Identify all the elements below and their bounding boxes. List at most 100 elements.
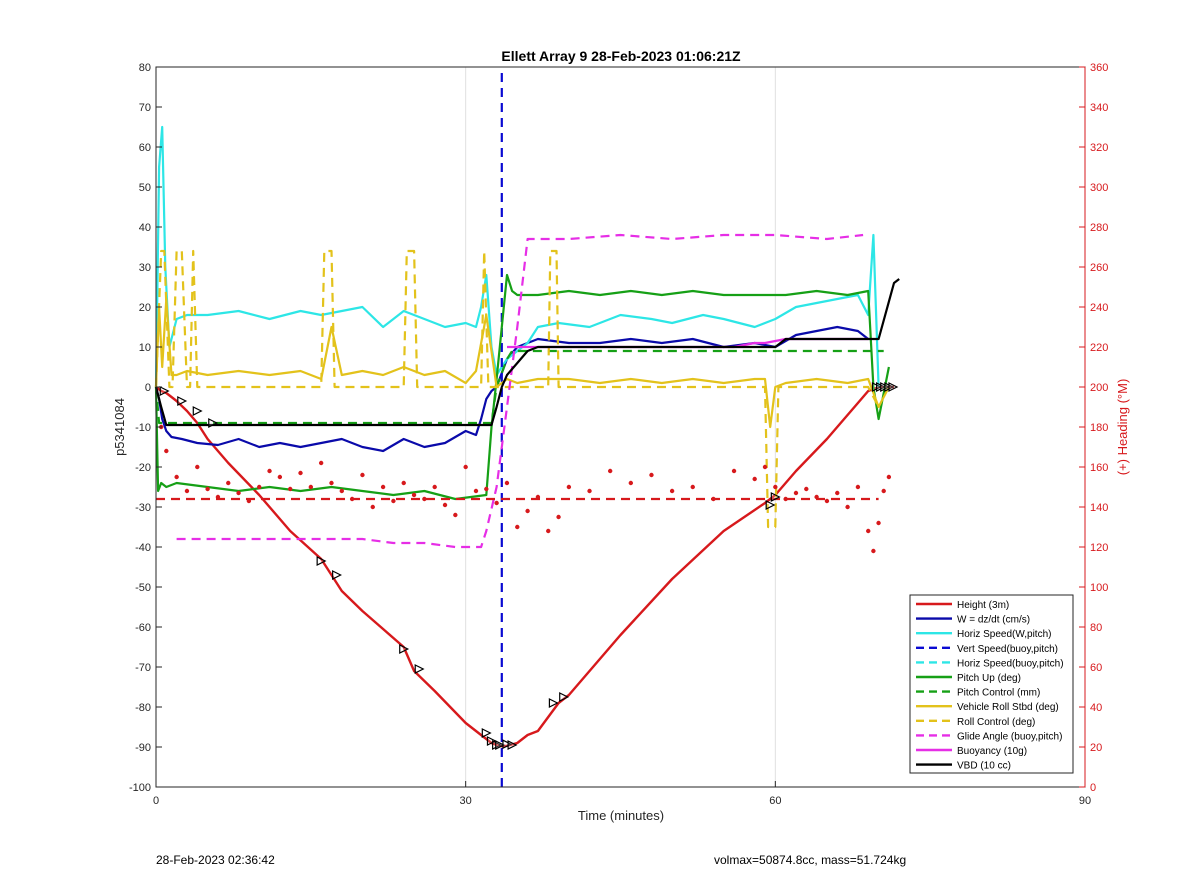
series-horiz-speed-w-pitch (154, 125, 880, 388)
height-marker (770, 492, 781, 502)
height-marker (765, 500, 776, 510)
y2-tick-label: 140 (1090, 502, 1108, 514)
height-marker (481, 728, 492, 738)
y-tick-label: 80 (139, 62, 151, 74)
heading-point (380, 484, 386, 490)
legend-label-pitch-control-mm: Pitch Control (mm) (957, 688, 1040, 699)
series-pitch-control-mm (154, 349, 884, 425)
y2-tick-label: 220 (1090, 342, 1108, 354)
y-tick-label: -60 (135, 622, 151, 634)
height-marker (507, 740, 518, 750)
heading-point (195, 464, 200, 470)
footer-timestamp: 28-Feb-2023 02:36:42 (156, 853, 275, 867)
series-pitch-up-deg (154, 273, 890, 501)
heading-point (556, 514, 561, 520)
heading-point (773, 484, 778, 490)
y-tick-label: -30 (135, 502, 151, 514)
heading-point (494, 500, 499, 506)
y2-tick-label: 340 (1090, 102, 1108, 114)
height-marker (559, 692, 570, 702)
heading-point (484, 486, 489, 492)
y2-axis-label: (+) Heading (°M) (1115, 379, 1130, 476)
series-layer (154, 67, 900, 787)
heading-point (824, 498, 830, 504)
legend-label-glide-angle-buoy-pitch: Glide Angle (buoy,pitch) (957, 731, 1062, 742)
heading-point (762, 464, 768, 470)
y-tick-label: -20 (135, 462, 151, 474)
legend-label-height-3m: Height (3m) (957, 600, 1009, 611)
heading-point (411, 492, 417, 498)
y-tick-label: 20 (139, 302, 151, 314)
heading-point (871, 548, 876, 554)
y-axis-label: p5341084 (112, 398, 127, 456)
heading-point (731, 468, 737, 474)
y2-tick-label: 60 (1090, 662, 1102, 674)
y-tick-label: -100 (129, 782, 151, 794)
height-marker (548, 698, 559, 708)
heading-point (318, 460, 324, 466)
heading-point (628, 480, 634, 486)
grid-layer (465, 67, 776, 787)
height-marker (316, 556, 327, 566)
footer-volmax-mass: volmax=50874.8cc, mass=51.724kg (714, 853, 907, 867)
legend-label-roll-control-deg: Roll Control (deg) (957, 717, 1035, 728)
height-marker (192, 406, 203, 416)
y2-tick-label: 240 (1090, 302, 1108, 314)
heading-point (184, 488, 190, 494)
y2-tick-label: 300 (1090, 182, 1108, 194)
x-tick-label: 90 (1079, 795, 1091, 807)
series-roll-control-deg (154, 249, 880, 529)
heading-point (886, 474, 892, 480)
heading-point (669, 488, 675, 494)
height-marker (399, 644, 410, 654)
height-marker (495, 740, 506, 750)
heading-point (845, 504, 850, 510)
heading-point (453, 512, 458, 518)
legend-label-vehicle-roll-stbd-deg: Vehicle Roll Stbd (deg) (957, 702, 1059, 713)
height-marker (502, 739, 513, 750)
heading-point (876, 520, 881, 526)
y-tick-label: 10 (139, 342, 151, 354)
heading-point (287, 486, 293, 492)
height-marker (492, 740, 502, 750)
heading-point (401, 480, 406, 486)
y-tick-label: -50 (135, 582, 151, 594)
y2-tick-label: 200 (1090, 382, 1108, 394)
heading-point (236, 490, 241, 496)
heading-point (164, 448, 169, 454)
y2-tick-label: 0 (1090, 782, 1096, 794)
heading-point (370, 504, 375, 510)
legend-box (909, 594, 1074, 774)
heading-point (525, 508, 530, 514)
heading-point (257, 484, 262, 490)
legend-label-vert-speed-buoy-pitch: Vert Speed(buoy,pitch) (957, 644, 1058, 655)
y2-tick-label: 80 (1090, 622, 1102, 634)
y2-tick-label: 360 (1090, 62, 1108, 74)
heading-point (546, 528, 551, 534)
heading-point (205, 486, 210, 492)
height-marker (332, 570, 342, 580)
y-tick-label: -70 (135, 662, 151, 674)
y2-tick-label: 100 (1090, 582, 1108, 594)
heading-point (504, 480, 510, 486)
heading-point (174, 474, 179, 480)
heading-point (473, 488, 479, 494)
series-heading (158, 424, 892, 554)
y2-tick-label: 160 (1090, 462, 1108, 474)
x-tick-label: 0 (153, 795, 159, 807)
heading-point (226, 480, 231, 486)
heading-point (339, 488, 344, 494)
marker-layer (159, 382, 899, 750)
series-w-dz-dt-cm-s (154, 325, 869, 453)
y-tick-label: -40 (135, 542, 151, 554)
heading-point (391, 498, 396, 504)
y2-tick-label: 320 (1090, 142, 1108, 154)
legend-label-buoyancy-10g: Buoyancy (10g) (957, 746, 1027, 757)
heading-point (835, 490, 840, 496)
legend-label-horiz-speed-buoy-pitch: Horiz Speed(buoy,pitch) (957, 658, 1064, 669)
legend-label-pitch-up-deg: Pitch Up (deg) (957, 673, 1021, 684)
heading-point (432, 484, 437, 490)
legend-label-vbd-10-cc: VBD (10 cc) (957, 761, 1011, 772)
y2-tick-label: 40 (1090, 702, 1102, 714)
